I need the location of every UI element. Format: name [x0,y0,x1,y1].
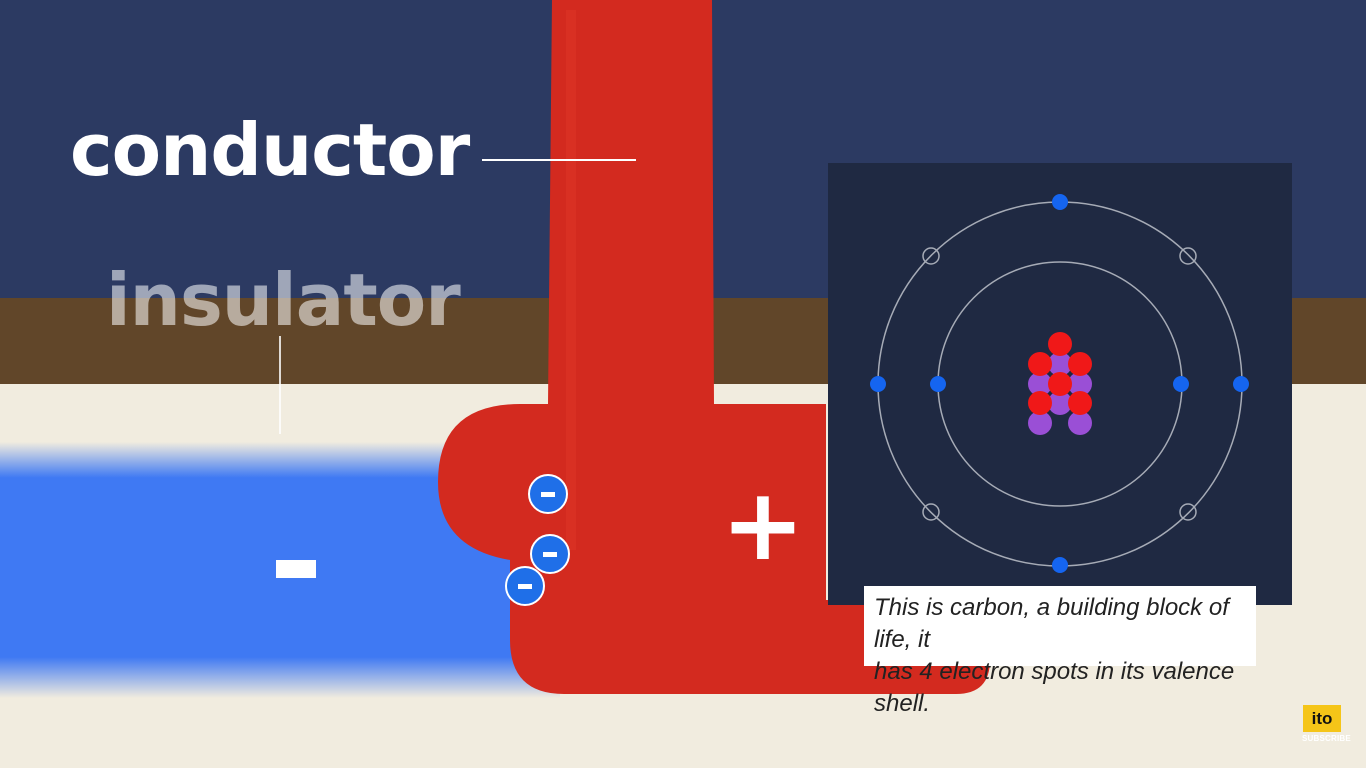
proton [1048,372,1072,396]
subscribe-label[interactable]: SUBSCRIBE [1302,734,1351,743]
proton [1068,391,1092,415]
empty-electron-spot [1179,247,1197,265]
valence-electron [1052,557,1068,573]
neutron [1048,391,1072,415]
insulator-label: insulator [106,258,461,342]
empty-electron-spot [922,503,940,521]
neutron [1068,411,1092,435]
caption-box: This is carbon, a building block of life… [864,586,1256,717]
proton [1028,391,1052,415]
caption-line-1: This is carbon, a building block of life… [874,594,1229,653]
conductor-label: conductor [70,108,470,192]
neutron [1028,411,1052,435]
channel-logo[interactable]: ito SUBSCRIBE [1302,705,1351,745]
minus-icon [541,491,555,497]
inner-electron [930,376,946,392]
minus-icon [543,551,557,557]
valence-electron [1233,376,1249,392]
empty-electron-spot [1179,503,1197,521]
electron [530,534,570,574]
proton [1048,332,1072,356]
neutron [1068,372,1092,396]
insulator-pointer-line [279,336,281,434]
electron [505,566,545,606]
caption-line-2: has 4 electron spots in its valence shel… [874,658,1235,717]
positive-charge-sign: + [721,466,805,583]
electron [528,474,568,514]
proton [1068,352,1092,376]
valence-electron [1052,194,1068,210]
neutron [1048,352,1072,376]
logo-badge[interactable]: ito [1303,705,1341,732]
negative-charge-sign [276,560,316,578]
proton [1028,352,1052,376]
neutron [1028,372,1052,396]
inner-electron [1173,376,1189,392]
conductor-pointer-line [482,159,636,161]
nucleus [1028,332,1092,435]
minus-icon [518,583,532,589]
carbon-atom-diagram [870,194,1249,573]
atom-diagram-panel [828,163,1292,605]
empty-electron-spot [922,247,940,265]
valence-electron [870,376,886,392]
conductor-highlight [566,10,576,550]
